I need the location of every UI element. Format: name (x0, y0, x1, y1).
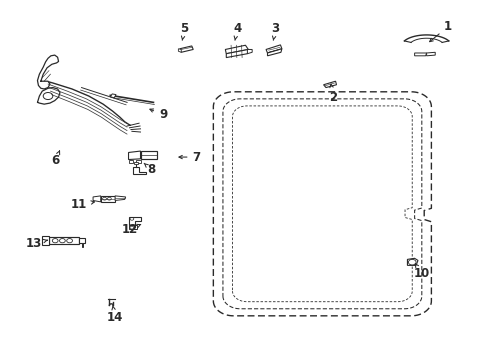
Text: 2: 2 (328, 84, 337, 104)
Text: 14: 14 (107, 306, 123, 324)
Text: 4: 4 (233, 22, 241, 40)
Polygon shape (128, 217, 141, 225)
Polygon shape (79, 238, 85, 243)
Polygon shape (247, 49, 252, 54)
Polygon shape (115, 196, 125, 201)
Text: 8: 8 (144, 163, 155, 176)
Polygon shape (101, 196, 115, 202)
Polygon shape (225, 45, 248, 54)
Text: 5: 5 (180, 22, 188, 40)
Polygon shape (136, 159, 140, 163)
Text: 3: 3 (271, 22, 279, 40)
Polygon shape (128, 151, 140, 159)
Polygon shape (110, 94, 116, 98)
Polygon shape (323, 81, 336, 87)
Polygon shape (133, 167, 146, 174)
Polygon shape (178, 49, 181, 52)
Polygon shape (180, 46, 193, 52)
Polygon shape (81, 243, 83, 247)
Polygon shape (128, 159, 133, 163)
Polygon shape (426, 52, 434, 56)
Text: 13: 13 (25, 237, 47, 250)
Polygon shape (140, 151, 157, 159)
Polygon shape (128, 225, 137, 229)
Polygon shape (414, 53, 426, 56)
Polygon shape (49, 237, 79, 244)
Polygon shape (226, 49, 248, 58)
Polygon shape (407, 258, 417, 265)
Text: 12: 12 (121, 223, 141, 236)
Text: 11: 11 (71, 198, 94, 211)
Polygon shape (93, 196, 101, 202)
Polygon shape (265, 45, 281, 53)
Text: 1: 1 (429, 20, 451, 42)
Text: 6: 6 (51, 151, 60, 167)
Polygon shape (42, 236, 49, 245)
Polygon shape (134, 162, 138, 164)
Text: 7: 7 (179, 150, 200, 163)
Text: 9: 9 (150, 108, 167, 121)
Polygon shape (267, 49, 281, 56)
Text: 10: 10 (413, 264, 429, 280)
